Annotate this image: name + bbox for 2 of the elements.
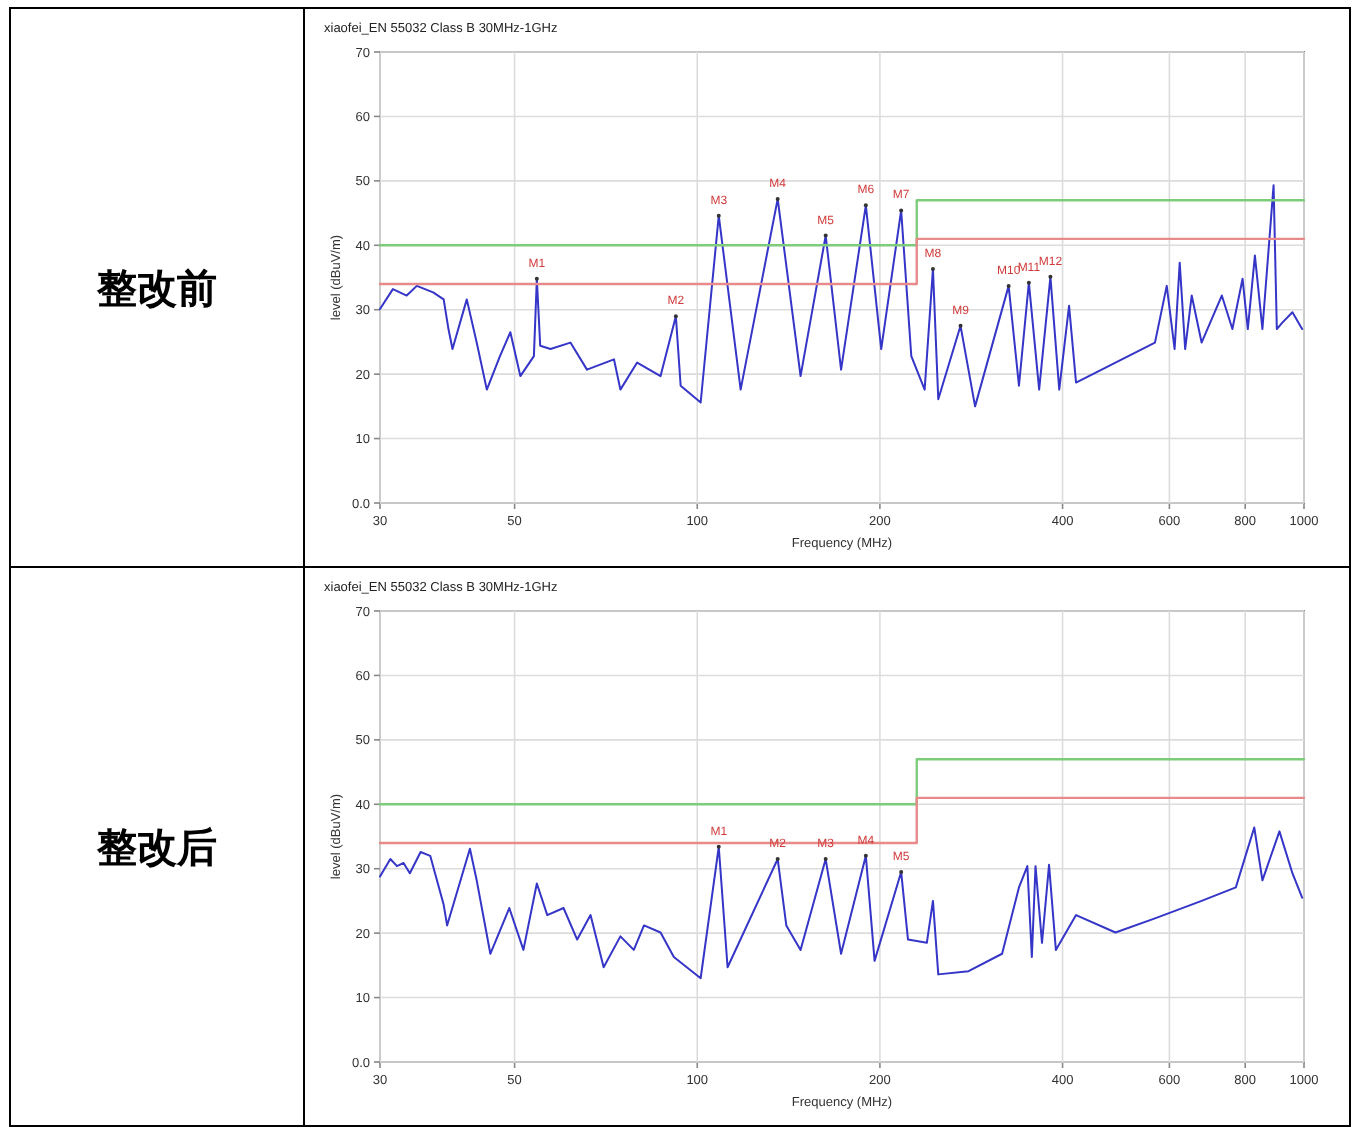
text: 整改后: [95, 822, 217, 871]
text: 整改前: [95, 263, 217, 312]
